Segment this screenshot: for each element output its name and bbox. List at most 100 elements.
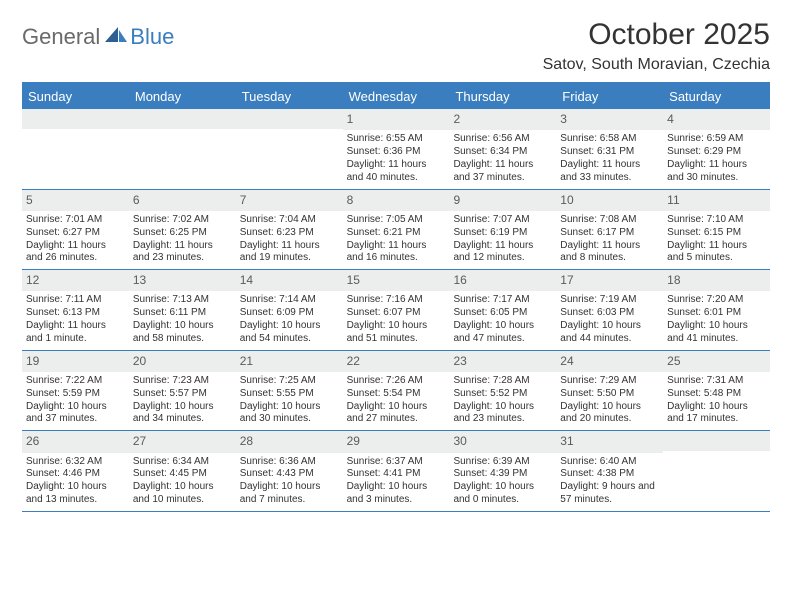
- daylight-text: Daylight: 11 hours and 37 minutes.: [453, 159, 552, 185]
- sunrise-text: Sunrise: 7:05 AM: [347, 214, 446, 227]
- daylight-text: Daylight: 10 hours and 47 minutes.: [453, 320, 552, 346]
- daylight-text: Daylight: 10 hours and 44 minutes.: [560, 320, 659, 346]
- sunrise-text: Sunrise: 7:22 AM: [26, 375, 125, 388]
- sunset-text: Sunset: 6:34 PM: [453, 146, 552, 159]
- day-details: Sunrise: 7:28 AMSunset: 5:52 PMDaylight:…: [453, 375, 552, 426]
- dow-row: Sunday Monday Tuesday Wednesday Thursday…: [22, 84, 770, 109]
- dow-saturday: Saturday: [663, 84, 770, 109]
- daylight-text: Daylight: 11 hours and 5 minutes.: [667, 240, 766, 266]
- day-cell: [22, 109, 129, 189]
- day-cell: 6Sunrise: 7:02 AMSunset: 6:25 PMDaylight…: [129, 190, 236, 270]
- day-details: Sunrise: 6:34 AMSunset: 4:45 PMDaylight:…: [133, 456, 232, 507]
- daylight-text: Daylight: 10 hours and 27 minutes.: [347, 401, 446, 427]
- day-cell: 18Sunrise: 7:20 AMSunset: 6:01 PMDayligh…: [663, 270, 770, 350]
- day-details: Sunrise: 7:16 AMSunset: 6:07 PMDaylight:…: [347, 294, 446, 345]
- day-cell: 11Sunrise: 7:10 AMSunset: 6:15 PMDayligh…: [663, 190, 770, 270]
- daylight-text: Daylight: 10 hours and 51 minutes.: [347, 320, 446, 346]
- daylight-text: Daylight: 10 hours and 20 minutes.: [560, 401, 659, 427]
- day-number: [236, 109, 343, 129]
- sunset-text: Sunset: 5:57 PM: [133, 388, 232, 401]
- day-cell: 20Sunrise: 7:23 AMSunset: 5:57 PMDayligh…: [129, 351, 236, 431]
- day-cell: 9Sunrise: 7:07 AMSunset: 6:19 PMDaylight…: [449, 190, 556, 270]
- sunset-text: Sunset: 6:31 PM: [560, 146, 659, 159]
- sunrise-text: Sunrise: 7:17 AM: [453, 294, 552, 307]
- daylight-text: Daylight: 10 hours and 7 minutes.: [240, 481, 339, 507]
- day-details: Sunrise: 7:22 AMSunset: 5:59 PMDaylight:…: [26, 375, 125, 426]
- sunset-text: Sunset: 6:27 PM: [26, 227, 125, 240]
- day-cell: 25Sunrise: 7:31 AMSunset: 5:48 PMDayligh…: [663, 351, 770, 431]
- daylight-text: Daylight: 11 hours and 26 minutes.: [26, 240, 125, 266]
- day-number: 16: [449, 270, 556, 291]
- day-cell: 31 Sunrise: 6:40 AMSunset: 4:38 PMDayligh…: [556, 431, 663, 511]
- sunrise-text: Sunrise: 7:28 AM: [453, 375, 552, 388]
- day-details: Sunrise: 6:40 AMSunset: 4:38 PMDaylight:…: [560, 456, 659, 507]
- day-details: Sunrise: 6:56 AMSunset: 6:34 PMDaylight:…: [453, 133, 552, 184]
- day-number: 2: [449, 109, 556, 130]
- day-number: 8: [343, 190, 450, 211]
- day-cell: 3Sunrise: 6:58 AMSunset: 6:31 PMDaylight…: [556, 109, 663, 189]
- week-row: 26Sunrise: 6:32 AMSunset: 4:46 PMDayligh…: [22, 431, 770, 512]
- sunset-text: Sunset: 6:07 PM: [347, 307, 446, 320]
- day-cell: 21 Sunrise: 7:25 AMSunset: 5:55 PMDayligh…: [236, 351, 343, 431]
- day-number: [663, 431, 770, 451]
- daylight-text: Daylight: 10 hours and 37 minutes.: [26, 401, 125, 427]
- sunset-text: Sunset: 5:52 PM: [453, 388, 552, 401]
- sunset-text: Sunset: 6:25 PM: [133, 227, 232, 240]
- dow-thursday: Thursday: [449, 84, 556, 109]
- sunset-text: Sunset: 4:41 PM: [347, 468, 446, 481]
- day-details: Sunrise: 6:59 AMSunset: 6:29 PMDaylight:…: [667, 133, 766, 184]
- daylight-text: Daylight: 10 hours and 54 minutes.: [240, 320, 339, 346]
- daylight-text: Daylight: 9 hours and 57 minutes.: [560, 481, 659, 507]
- day-cell: 5 Sunrise: 7:01 AMSunset: 6:27 PMDaylight…: [22, 190, 129, 270]
- day-number: 14: [236, 270, 343, 291]
- sunrise-text: Sunrise: 7:29 AM: [560, 375, 659, 388]
- daylight-text: Daylight: 11 hours and 12 minutes.: [453, 240, 552, 266]
- day-details: Sunrise: 7:11 AMSunset: 6:13 PMDaylight:…: [26, 294, 125, 345]
- day-number: 13: [129, 270, 236, 291]
- sunrise-text: Sunrise: 7:01 AM: [26, 214, 125, 227]
- day-number: 18: [663, 270, 770, 291]
- day-cell: 10 Sunrise: 7:08 AMSunset: 6:17 PMDayligh…: [556, 190, 663, 270]
- day-details: Sunrise: 7:14 AMSunset: 6:09 PMDaylight:…: [240, 294, 339, 345]
- day-number: 7: [236, 190, 343, 211]
- sunset-text: Sunset: 5:50 PM: [560, 388, 659, 401]
- day-number: 19: [22, 351, 129, 372]
- day-details: Sunrise: 7:25 AMSunset: 5:55 PMDaylight:…: [240, 375, 339, 426]
- dow-wednesday: Wednesday: [343, 84, 450, 109]
- sunset-text: Sunset: 5:55 PM: [240, 388, 339, 401]
- sunset-text: Sunset: 5:54 PM: [347, 388, 446, 401]
- day-number: 10: [556, 190, 663, 211]
- day-cell: 17Sunrise: 7:19 AMSunset: 6:03 PMDayligh…: [556, 270, 663, 350]
- day-number: 5: [22, 190, 129, 211]
- day-details: Sunrise: 7:17 AMSunset: 6:05 PMDaylight:…: [453, 294, 552, 345]
- day-number: 12: [22, 270, 129, 291]
- day-number: 31: [556, 431, 663, 452]
- day-number: 30: [449, 431, 556, 452]
- dow-monday: Monday: [129, 84, 236, 109]
- brand-part1: General: [22, 24, 100, 50]
- day-details: Sunrise: 6:55 AMSunset: 6:36 PMDaylight:…: [347, 133, 446, 184]
- sunrise-text: Sunrise: 6:34 AM: [133, 456, 232, 469]
- sunrise-text: Sunrise: 6:39 AM: [453, 456, 552, 469]
- calendar: Sunday Monday Tuesday Wednesday Thursday…: [22, 82, 770, 512]
- day-details: Sunrise: 7:08 AMSunset: 6:17 PMDaylight:…: [560, 214, 659, 265]
- day-number: 23: [449, 351, 556, 372]
- brand-logo: General Blue: [22, 18, 174, 50]
- sunrise-text: Sunrise: 7:10 AM: [667, 214, 766, 227]
- sunset-text: Sunset: 6:03 PM: [560, 307, 659, 320]
- sunrise-text: Sunrise: 7:20 AM: [667, 294, 766, 307]
- sunset-text: Sunset: 6:23 PM: [240, 227, 339, 240]
- week-row: 12 Sunrise: 7:11 AMSunset: 6:13 PMDayligh…: [22, 270, 770, 351]
- day-number: 27: [129, 431, 236, 452]
- day-number: 22: [343, 351, 450, 372]
- daylight-text: Daylight: 10 hours and 30 minutes.: [240, 401, 339, 427]
- day-number: [129, 109, 236, 129]
- sunrise-text: Sunrise: 7:13 AM: [133, 294, 232, 307]
- daylight-text: Daylight: 11 hours and 1 minute.: [26, 320, 125, 346]
- day-number: 21: [236, 351, 343, 372]
- day-details: Sunrise: 7:01 AMSunset: 6:27 PMDaylight:…: [26, 214, 125, 265]
- sunset-text: Sunset: 4:45 PM: [133, 468, 232, 481]
- sunrise-text: Sunrise: 6:37 AM: [347, 456, 446, 469]
- day-cell: 27 Sunrise: 6:34 AMSunset: 4:45 PMDayligh…: [129, 431, 236, 511]
- day-details: Sunrise: 6:32 AMSunset: 4:46 PMDaylight:…: [26, 456, 125, 507]
